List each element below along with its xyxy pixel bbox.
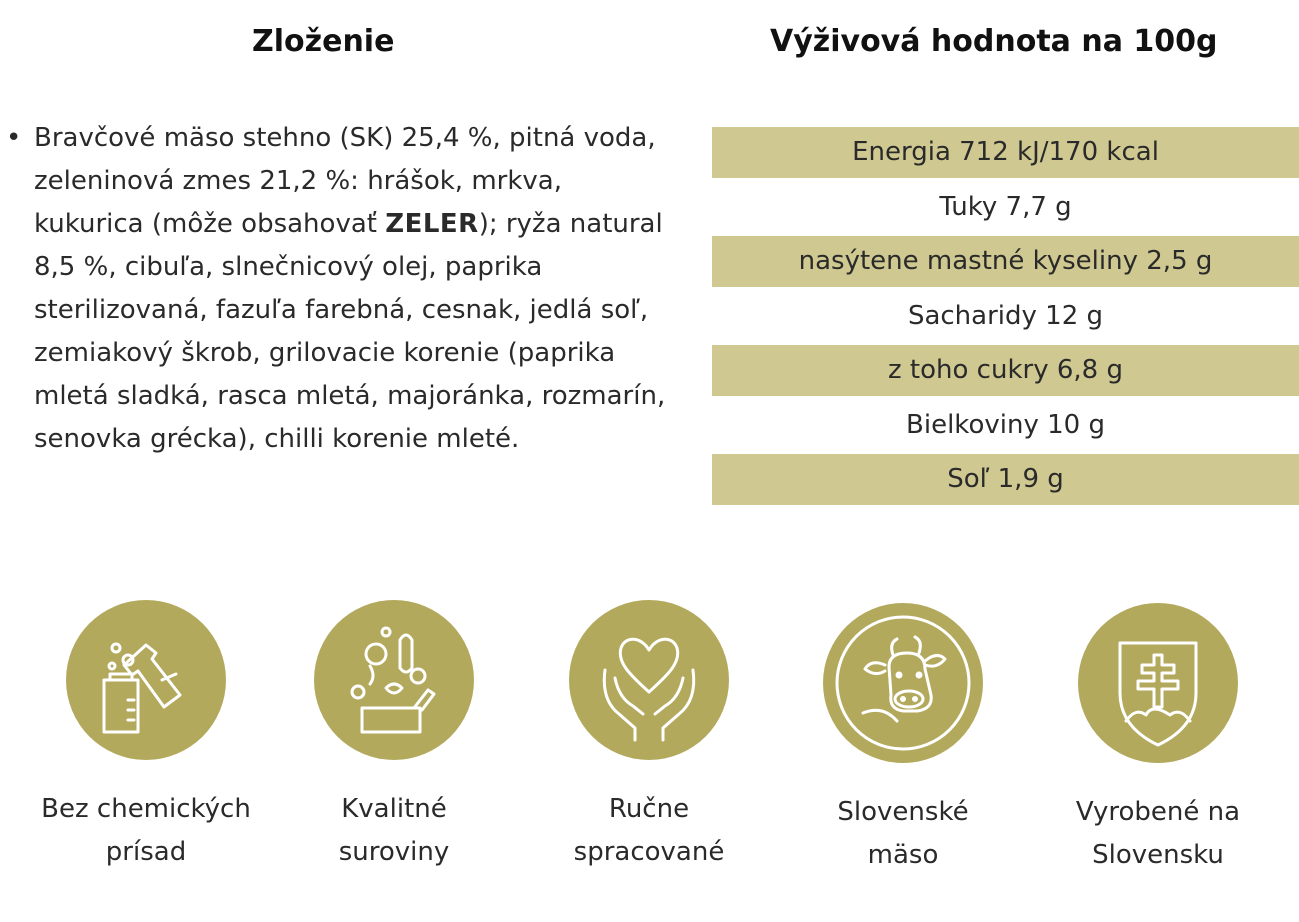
feature-handmade: Ručne spracované xyxy=(529,600,769,874)
feature-label: Ručne spracované xyxy=(573,794,725,867)
nutrition-row-fat: Tuky 7,7 g xyxy=(939,191,1072,222)
nutrition-row-energy: Energia 712 kJ/170 kcal xyxy=(712,126,1299,178)
vegetables-icon xyxy=(314,600,474,760)
feature-no-chemicals: Bez chemických prísad xyxy=(26,600,266,874)
feature-slovak-meat: Slovenské mäso xyxy=(783,603,1023,877)
nutrition-row-salt: Soľ 1,9 g xyxy=(712,453,1299,505)
nutrition-row-sugars: z toho cukry 6,8 g xyxy=(712,344,1299,396)
nutrition-heading: Výživová hodnota na 100g xyxy=(770,24,1218,59)
ingredients-heading: Zloženie xyxy=(252,24,395,59)
nutrition-row-saturated: nasýtene mastné kyseliny 2,5 g xyxy=(712,235,1299,287)
nutrition-row-carbs: Sacharidy 12 g xyxy=(907,300,1104,331)
bullet-icon: • xyxy=(6,123,22,153)
ingredients-part-2: ); ryža natural 8,5 %, cibuľa, slnečnico… xyxy=(34,209,666,454)
feature-label: Vyrobené na Slovensku xyxy=(1075,797,1241,870)
lab-flask-icon xyxy=(66,600,226,760)
nutrition-table: Energia 712 kJ/170 kcal Tuky 7,7 g nasýt… xyxy=(712,125,1299,507)
heart-hands-icon xyxy=(569,600,729,760)
ingredients-text: • Bravčové mäso stehno (SK) 25,4 %, pitn… xyxy=(6,117,674,461)
feature-made-in-slovakia: Vyrobené na Slovensku xyxy=(1038,603,1278,877)
feature-label: Bez chemických prísad xyxy=(41,794,251,867)
feature-label: Slovenské mäso xyxy=(837,797,969,870)
feature-label: Kvalitné suroviny xyxy=(338,794,450,867)
nutrition-row-protein: Bielkoviny 10 g xyxy=(906,409,1105,440)
slovak-shield-icon xyxy=(1078,603,1238,763)
ingredients-part-1: Bravčové mäso stehno (SK) 25,4 %, pitná … xyxy=(34,123,656,239)
cow-icon xyxy=(823,603,983,763)
allergen-celery: ZELER xyxy=(385,209,479,239)
feature-quality-ingredients: Kvalitné suroviny xyxy=(274,600,514,874)
